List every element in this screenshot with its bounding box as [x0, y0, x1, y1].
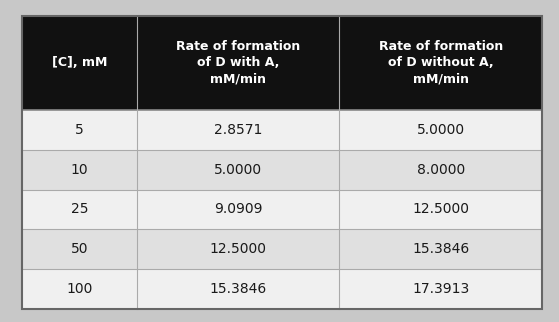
- Text: 5: 5: [75, 123, 84, 137]
- Bar: [339, 110, 542, 150]
- Text: 5.0000: 5.0000: [214, 163, 262, 177]
- Text: 5.0000: 5.0000: [417, 123, 465, 137]
- Text: [C], mM: [C], mM: [52, 56, 107, 70]
- Bar: [22, 269, 137, 309]
- Bar: [137, 229, 339, 269]
- Text: 10: 10: [71, 163, 88, 177]
- Text: 12.5000: 12.5000: [413, 203, 470, 216]
- Text: Rate of formation
of D without A,
mM/min: Rate of formation of D without A, mM/min: [379, 41, 503, 85]
- Bar: [339, 16, 542, 110]
- Bar: [137, 16, 339, 110]
- Bar: [339, 229, 542, 269]
- Text: 2.8571: 2.8571: [214, 123, 262, 137]
- Bar: [22, 16, 137, 110]
- Bar: [22, 150, 137, 190]
- Bar: [137, 150, 339, 190]
- Text: 9.0909: 9.0909: [214, 203, 262, 216]
- Text: 100: 100: [67, 282, 93, 296]
- Bar: [339, 150, 542, 190]
- Bar: [137, 110, 339, 150]
- Bar: [22, 229, 137, 269]
- Bar: [339, 269, 542, 309]
- Bar: [22, 110, 137, 150]
- Text: 8.0000: 8.0000: [416, 163, 465, 177]
- Bar: [137, 190, 339, 229]
- Text: 15.3846: 15.3846: [210, 282, 267, 296]
- Bar: [22, 190, 137, 229]
- Text: 15.3846: 15.3846: [412, 242, 470, 256]
- Bar: [339, 190, 542, 229]
- Text: 25: 25: [71, 203, 88, 216]
- Text: 12.5000: 12.5000: [210, 242, 267, 256]
- Bar: [137, 269, 339, 309]
- Text: 50: 50: [71, 242, 88, 256]
- Text: Rate of formation
of D with A,
mM/min: Rate of formation of D with A, mM/min: [176, 41, 300, 85]
- Text: 17.3913: 17.3913: [412, 282, 470, 296]
